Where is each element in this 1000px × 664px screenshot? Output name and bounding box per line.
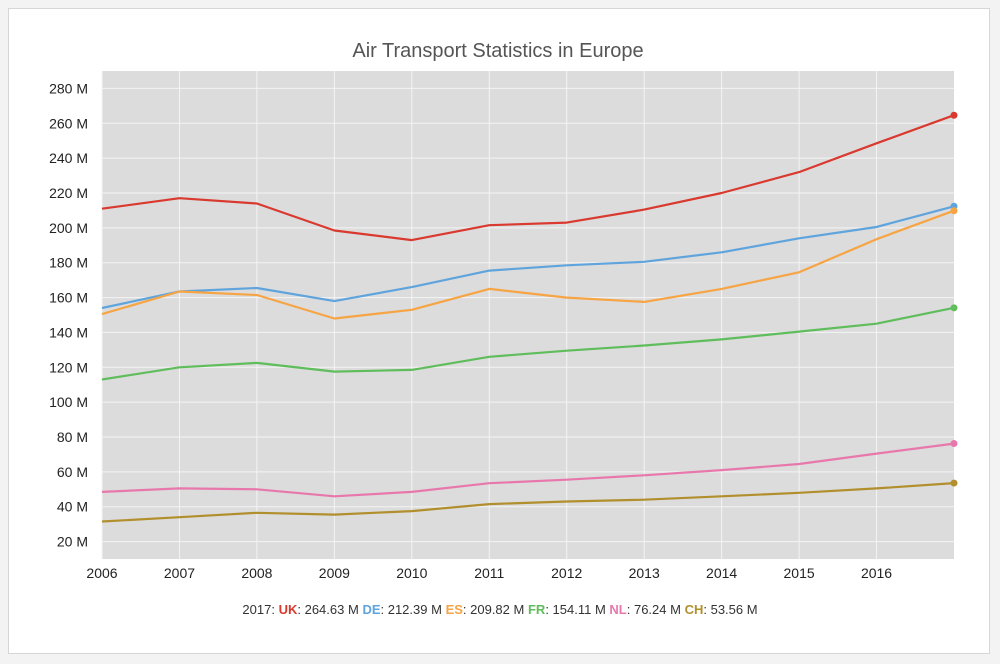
legend-value-nl: : 76.24 M	[626, 602, 681, 617]
axis-labels: 2006 2007 2008 2009 2010 2011 2012 2013 2014 2015…	[49, 80, 892, 581]
series-line-es	[101, 209, 955, 320]
series-endpoint-fr	[950, 304, 958, 312]
y-tick-label: 40 M	[57, 499, 88, 515]
y-tick-label: 220 M	[49, 185, 88, 201]
y-tick-label: 180 M	[49, 255, 88, 271]
y-tick-label: 100 M	[49, 394, 88, 410]
grid-lines	[101, 71, 954, 559]
legend-value-ch: : 53.56 M	[703, 602, 758, 617]
x-tick-label: 2013	[629, 565, 660, 581]
legend-value-de: : 212.39 M	[380, 602, 442, 617]
x-tick-label: 2012	[551, 565, 582, 581]
series-lines	[101, 111, 958, 523]
x-tick-label: 2006	[86, 565, 117, 581]
legend-code-de: DE	[362, 602, 381, 617]
x-tick-label: 2011	[474, 565, 504, 581]
y-tick-label: 140 M	[49, 324, 88, 340]
legend-value-es: : 209.82 M	[462, 602, 525, 617]
series-endpoint-nl	[950, 440, 958, 448]
legend-code-ch: CH	[684, 602, 704, 617]
series-line-fr	[101, 306, 955, 381]
legend-code-uk: UK	[278, 602, 298, 617]
legend-prefix: 2017:	[242, 602, 275, 617]
legend-code-nl: NL	[609, 602, 627, 617]
legend-value-fr: : 154.11 M	[545, 602, 606, 617]
legend-code-fr: FR	[527, 602, 546, 617]
legend-code-es: ES	[445, 602, 463, 617]
series-line-uk	[101, 114, 955, 242]
series-line-de	[101, 205, 955, 310]
value-legend: 2017: UK: 264.63 M DE: 212.39 M ES: 209.…	[0, 602, 1000, 617]
y-tick-label: 280 M	[49, 80, 88, 96]
series-endpoint-es	[950, 207, 958, 215]
legend-value-uk: : 264.63 M	[297, 602, 359, 617]
x-tick-label: 2016	[861, 565, 892, 581]
y-tick-label: 60 M	[57, 464, 88, 480]
y-tick-label: 20 M	[57, 534, 88, 550]
series-endpoint-ch	[950, 479, 958, 487]
series-line-ch	[101, 482, 955, 523]
series-endpoint-uk	[950, 111, 958, 119]
plot-area	[102, 71, 954, 559]
series-line-nl	[101, 442, 955, 498]
x-tick-label: 2015	[784, 565, 815, 581]
y-tick-label: 160 M	[49, 290, 88, 306]
y-tick-label: 200 M	[49, 220, 88, 236]
y-tick-label: 120 M	[49, 359, 88, 375]
x-tick-label: 2008	[241, 565, 272, 581]
y-tick-label: 240 M	[49, 150, 88, 166]
chart-title: Air Transport Statistics in Europe	[352, 40, 643, 62]
x-tick-label: 2009	[319, 565, 350, 581]
x-tick-label: 2007	[164, 565, 195, 581]
x-tick-label: 2014	[706, 565, 737, 581]
x-tick-label: 2010	[396, 565, 427, 581]
y-tick-label: 260 M	[49, 115, 88, 131]
y-tick-label: 80 M	[57, 429, 88, 445]
